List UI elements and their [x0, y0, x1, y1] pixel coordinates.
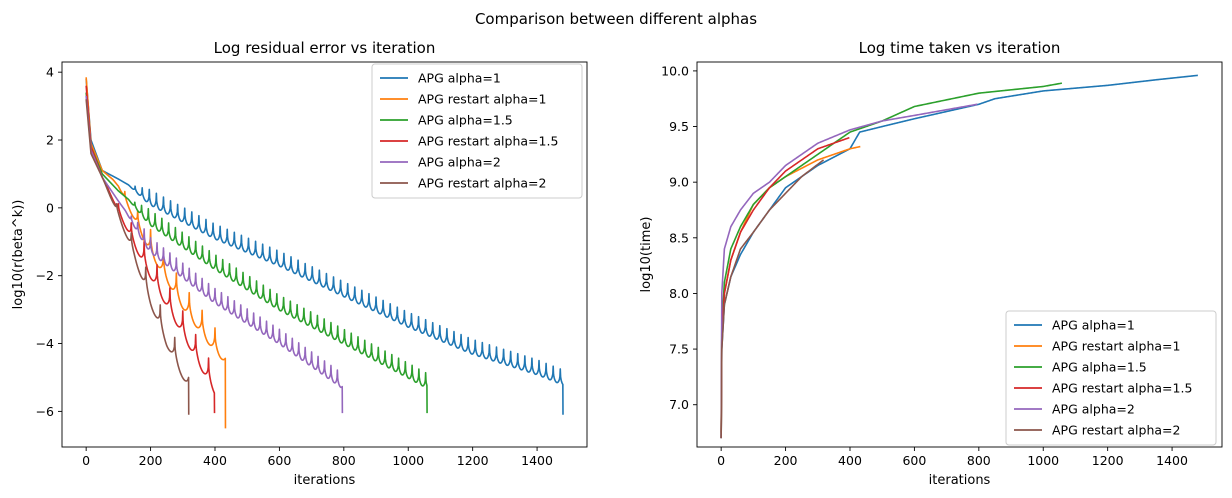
series-line-4	[720, 103, 978, 439]
legend-label-4: APG alpha=2	[1052, 402, 1135, 417]
legend-label-2: APG alpha=1.5	[418, 113, 513, 128]
x-tick-label: 600	[267, 453, 291, 468]
legend-label-2: APG alpha=1.5	[1052, 360, 1147, 375]
plot-log-time-taken: Log time taken vs iteration 0 200 400 600 800…	[639, 39, 1223, 488]
legend: APG alpha=1 APG restart alpha=1 APG alpha=…	[1005, 310, 1217, 446]
y-tick-label: 7.5	[669, 342, 689, 357]
x-tick-label: 400	[203, 453, 227, 468]
series-line-2	[720, 82, 1063, 439]
legend-box	[371, 63, 583, 199]
y-tick-label: 2	[46, 133, 54, 148]
x-axis-label: iterations	[929, 473, 991, 488]
figure-suptitle: Comparison between different alphas	[475, 10, 757, 28]
x-tick-label: 200	[139, 453, 163, 468]
y-tick-label: −4	[36, 336, 54, 351]
legend-label-3: APG restart alpha=1.5	[1052, 381, 1192, 396]
x-tick-label: 0	[717, 453, 725, 468]
x-tick-label: 1400	[1156, 453, 1188, 468]
series-line-3	[720, 136, 850, 439]
legend-label-5: APG restart alpha=2	[1052, 423, 1180, 438]
x-tick-label: 800	[332, 453, 356, 468]
y-tick-label: 4	[46, 65, 54, 80]
legend-box	[1005, 310, 1217, 446]
legend-label-1: APG restart alpha=1	[418, 92, 546, 107]
legend-label-1: APG restart alpha=1	[1052, 339, 1180, 354]
y-tick-label: 9.5	[669, 119, 689, 134]
plot-log-residual-error: Log residual error vs iteration 0 200 400 60…	[11, 39, 588, 488]
y-axis-label: log10(time)	[639, 217, 654, 293]
legend: APG alpha=1 APG restart alpha=1 APG alpha=…	[371, 63, 583, 199]
y-tick-label: 9.0	[669, 175, 689, 190]
x-tick-label: 1000	[392, 453, 424, 468]
series-line-2	[85, 92, 428, 414]
legend-label-4: APG alpha=2	[418, 155, 501, 170]
x-tick-label: 1400	[521, 453, 553, 468]
x-tick-label: 1200	[1092, 453, 1124, 468]
x-tick-label: 0	[82, 453, 90, 468]
legend-label-0: APG alpha=1	[1052, 318, 1135, 333]
x-axis-label: iterations	[294, 473, 356, 488]
x-tick-label: 600	[902, 453, 926, 468]
y-tick-label: 10.0	[661, 63, 689, 78]
legend-label-5: APG restart alpha=2	[418, 176, 546, 191]
chart-title: Log residual error vs iteration	[214, 39, 436, 57]
chart-title: Log time taken vs iteration	[859, 39, 1061, 57]
series-line-1	[85, 77, 227, 429]
series-line-4	[85, 95, 344, 414]
series-group	[85, 77, 564, 429]
legend-label-3: APG restart alpha=1.5	[418, 134, 558, 149]
y-tick-label: 0	[46, 200, 54, 215]
y-tick-label: 8.5	[669, 230, 689, 245]
x-tick-label: 800	[967, 453, 991, 468]
legend-label-0: APG alpha=1	[418, 71, 501, 86]
x-tick-label: 400	[838, 453, 862, 468]
x-tick-label: 1200	[457, 453, 489, 468]
series-line-0	[85, 78, 564, 415]
series-line-1	[720, 145, 861, 433]
y-tick-label: 7.0	[669, 397, 689, 412]
x-tick-label: 200	[774, 453, 798, 468]
series-group	[720, 74, 1198, 439]
series-line-5	[85, 99, 190, 415]
y-tick-label: −6	[36, 404, 54, 419]
y-tick-label: −2	[36, 268, 54, 283]
axes-frame	[696, 61, 1223, 448]
y-axis-label: log10(r(beta^k))	[11, 200, 26, 310]
series-line-5	[720, 159, 825, 439]
x-tick-label: 1000	[1027, 453, 1059, 468]
axes-frame	[61, 61, 588, 448]
y-tick-label: 8.0	[669, 286, 689, 301]
series-line-3	[85, 85, 216, 414]
